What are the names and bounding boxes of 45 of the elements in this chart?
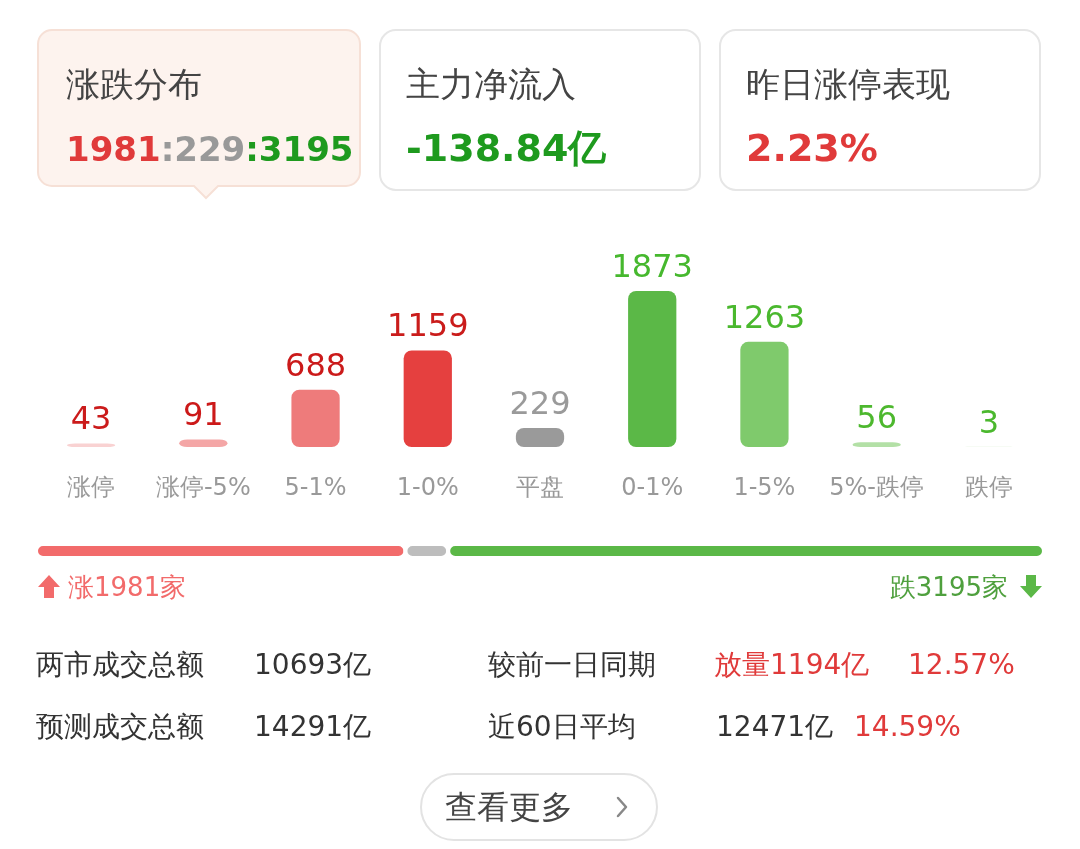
data-label: 1873: [611, 247, 693, 285]
text: 14291亿: [254, 710, 372, 743]
x-tick-label: 跌停: [964, 473, 1013, 501]
data-label: 91: [182, 395, 224, 434]
data-label: 43: [70, 399, 112, 438]
bar: [628, 291, 677, 447]
text: 较前一日同期: [488, 648, 656, 681]
data-label: 688: [285, 345, 347, 384]
text: 近60日平均: [488, 710, 636, 743]
x-tick-label: 1-5%: [733, 473, 796, 501]
bar: [403, 350, 452, 447]
bar: [740, 341, 789, 447]
x-tick-label: 5%-跌停: [829, 473, 925, 501]
text: 涨跌分布: [66, 64, 202, 104]
text: 10693亿: [254, 648, 372, 681]
text: 查看更多: [445, 788, 573, 826]
bar: [852, 442, 901, 447]
x-tick-label: 涨停: [67, 473, 116, 501]
text: 昨日涨停表现: [746, 64, 950, 104]
text: 两市成交总额: [36, 648, 204, 681]
bar: [179, 439, 228, 447]
text: 主力净流入: [406, 64, 576, 104]
x-tick-label: 5-1%: [284, 473, 347, 501]
bar: [66, 443, 116, 447]
x-tick-label: 1-0%: [396, 473, 459, 501]
text: 12471亿: [716, 710, 834, 743]
text: 跌3195家: [889, 572, 1008, 602]
x-tick-label: 0-1%: [621, 473, 684, 501]
text: 1981:229:3195: [66, 129, 354, 169]
data-label: 1263: [723, 297, 806, 336]
text: 14.59%: [854, 710, 961, 743]
text: 预测成交总额: [36, 710, 204, 743]
text: 12.57%: [908, 648, 1015, 681]
text: -138.84亿: [406, 126, 608, 170]
data-label: 229: [509, 383, 571, 422]
bar: [291, 389, 340, 447]
text: 涨1981家: [68, 572, 187, 602]
x-tick-label: 涨停-5%: [155, 473, 251, 501]
data-label: 56: [856, 398, 898, 437]
data-label: 3: [978, 402, 1000, 441]
x-tick-label: 平盘: [516, 473, 564, 501]
text: 2.23%: [746, 126, 878, 170]
text: 放量1194亿: [714, 648, 870, 681]
data-label: 1159: [387, 306, 469, 345]
bar: [515, 427, 565, 447]
